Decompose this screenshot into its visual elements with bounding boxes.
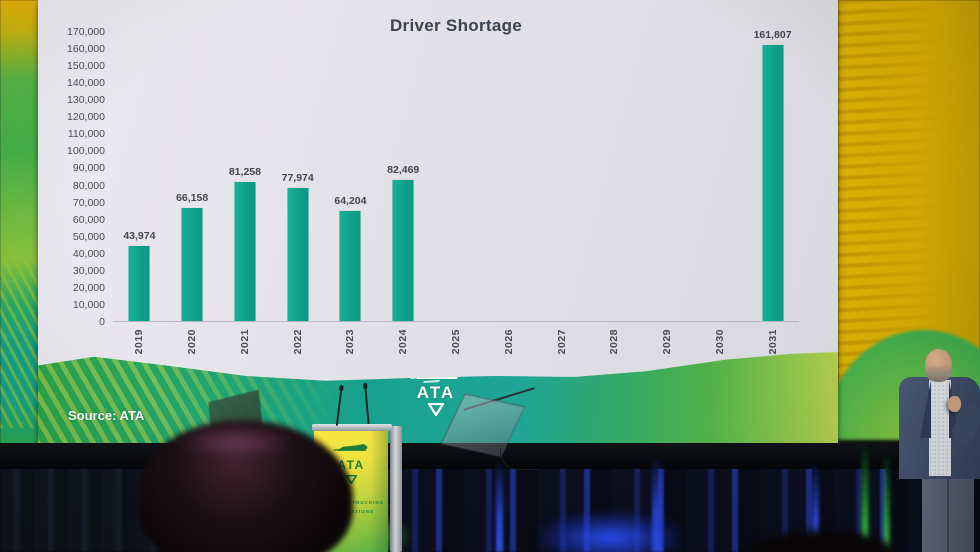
microphone-tip bbox=[362, 382, 368, 390]
diagonal-stripes-pattern bbox=[0, 258, 40, 429]
bar bbox=[234, 182, 256, 321]
chart-category-slot: 81,258 2021 bbox=[219, 32, 272, 354]
ata-wordmark: ATA bbox=[416, 383, 456, 402]
hair-rim-light bbox=[176, 426, 295, 459]
ata-triangle-icon bbox=[428, 403, 444, 416]
bar-value-label: 66,158 bbox=[176, 192, 209, 205]
y-axis-tick-label: 90,000 bbox=[72, 162, 105, 175]
y-axis-tick-label: 20,000 bbox=[72, 281, 105, 294]
audience-head-silhouette bbox=[742, 530, 902, 552]
chart-category-slot: 82,469 2024 bbox=[377, 32, 430, 354]
bar-value-label: 43,974 bbox=[123, 230, 156, 242]
y-axis: 170,000 160,000 150,000 140,000 130,000 120,0… bbox=[38, 26, 105, 328]
speaker-beard bbox=[926, 366, 951, 382]
speaker-pants-seam bbox=[947, 478, 949, 552]
stage-backdrop-right bbox=[838, 0, 980, 420]
chart-category-slot: 2028 bbox=[588, 32, 641, 354]
y-axis-tick-label: 40,000 bbox=[72, 247, 105, 260]
bar-value-label: 81,258 bbox=[228, 166, 261, 179]
blue-light-streak bbox=[496, 463, 503, 552]
y-axis-tick-label: 110,000 bbox=[67, 128, 105, 141]
y-axis-tick-label: 120,000 bbox=[67, 111, 105, 124]
y-axis-tick-label: 170,000 bbox=[67, 26, 105, 38]
teleprompter-wire bbox=[500, 448, 540, 470]
podium-top bbox=[312, 424, 392, 431]
x-axis-tick-label: 2031 bbox=[766, 329, 779, 355]
x-axis-tick-label: 2027 bbox=[555, 329, 568, 355]
blue-light-streak bbox=[812, 465, 819, 552]
y-axis-tick-label: 80,000 bbox=[72, 179, 105, 192]
x-axis-tick-label: 2021 bbox=[238, 329, 251, 355]
y-axis-tick-label: 130,000 bbox=[67, 94, 105, 107]
source-label: Source: ATA bbox=[68, 408, 145, 423]
chart-category-slot: 161,807 2031 bbox=[746, 28, 799, 354]
chart-category-slot: 43,974 2019 bbox=[113, 32, 166, 354]
y-axis-tick-label: 60,000 bbox=[72, 213, 105, 226]
microphone-tip bbox=[338, 384, 344, 392]
bar bbox=[392, 180, 414, 321]
x-axis-tick-label: 2025 bbox=[449, 329, 462, 355]
y-axis-tick-label: 30,000 bbox=[72, 264, 105, 277]
green-light-streak bbox=[884, 453, 889, 552]
speaker-shirt bbox=[929, 380, 951, 476]
x-axis-tick-label: 2020 bbox=[186, 329, 199, 355]
x-axis-tick-label: 2019 bbox=[133, 329, 146, 355]
x-axis-tick-label: 2028 bbox=[608, 329, 621, 355]
projection-screen-slide: Driver Shortage 170,000 160,000 150,000 140… bbox=[38, 0, 838, 448]
x-axis-tick-label: 2024 bbox=[397, 329, 410, 355]
suit-lapel bbox=[920, 380, 931, 438]
x-axis-tick-label: 2023 bbox=[344, 329, 357, 355]
x-axis-tick-label: 2026 bbox=[502, 329, 515, 355]
y-axis-tick-label: 150,000 bbox=[67, 60, 105, 73]
chart-category-slot: 66,158 2020 bbox=[166, 32, 219, 354]
bar bbox=[287, 188, 309, 321]
chart-category-slot: 2025 bbox=[430, 32, 483, 354]
bar-value-label: 82,469 bbox=[387, 164, 420, 177]
truck-icon bbox=[333, 444, 368, 451]
y-axis-tick-label: 10,000 bbox=[72, 298, 105, 311]
speaker bbox=[898, 344, 980, 552]
y-axis-tick-label: 70,000 bbox=[72, 196, 105, 209]
curtain-right bbox=[390, 461, 980, 552]
podium-pole bbox=[390, 426, 402, 552]
bar-chart-plot: 43,974 2019 66,158 2020 81,258 2021 77,974 2022… bbox=[113, 28, 799, 354]
chart-title: Driver Shortage bbox=[389, 16, 523, 35]
blue-light-glow bbox=[540, 513, 680, 552]
bar-value-label: 77,974 bbox=[281, 172, 314, 184]
stage-backdrop-left bbox=[0, 0, 40, 446]
y-axis-tick-label: 160,000 bbox=[67, 43, 105, 56]
chart-category-slot: 2029 bbox=[641, 32, 694, 354]
slide-footer-band: Source: ATA ATA bbox=[38, 352, 838, 448]
bar-value-label: 161,807 bbox=[753, 28, 792, 41]
truck-icon bbox=[410, 369, 460, 383]
x-axis-tick-label: 2022 bbox=[291, 329, 304, 355]
bar bbox=[339, 211, 361, 321]
x-axis-tick-label: 2030 bbox=[713, 329, 726, 355]
chart-category-slot: 2027 bbox=[535, 32, 588, 354]
bar bbox=[128, 246, 150, 321]
audience-head-silhouette bbox=[138, 420, 353, 552]
green-light-streak bbox=[862, 443, 868, 552]
chart-category-slot: 2030 bbox=[693, 32, 746, 354]
y-axis-tick-label: 0 bbox=[99, 316, 105, 328]
bar bbox=[181, 208, 203, 321]
y-axis-tick-label: 50,000 bbox=[72, 230, 105, 243]
y-axis-tick-label: 140,000 bbox=[67, 77, 105, 90]
chart-category-slot: 77,974 2022 bbox=[271, 32, 324, 354]
speaker-hand bbox=[948, 396, 961, 412]
chart-category-slot: 2026 bbox=[482, 32, 535, 354]
x-axis-tick-label: 2029 bbox=[661, 329, 674, 355]
chart-category-slot: 64,204 2023 bbox=[324, 32, 377, 354]
podium-shade bbox=[370, 431, 388, 552]
blue-light-streak bbox=[652, 461, 662, 552]
bar-value-label: 64,204 bbox=[334, 195, 367, 208]
y-axis-tick-label: 100,000 bbox=[67, 145, 105, 158]
bar bbox=[762, 44, 784, 321]
